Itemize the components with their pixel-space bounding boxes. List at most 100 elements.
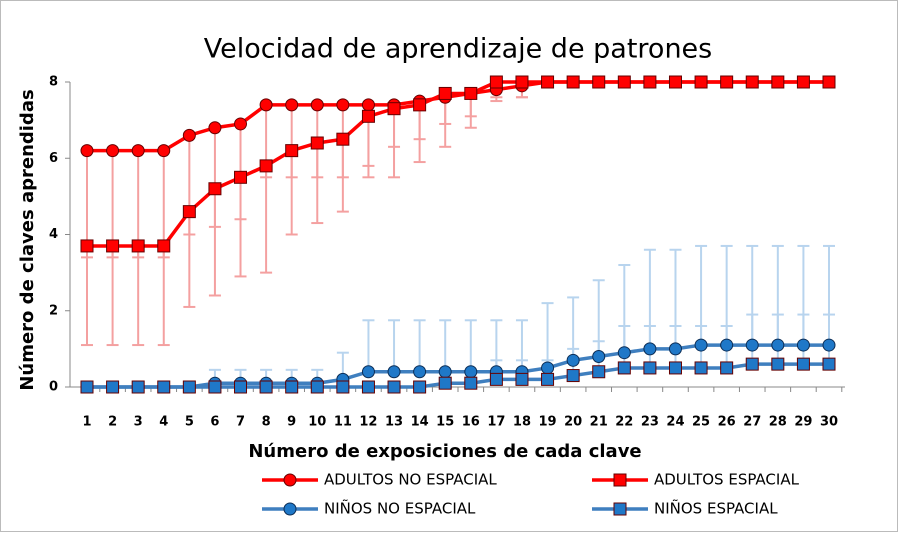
marker — [336, 132, 350, 146]
marker — [464, 86, 478, 100]
marker — [80, 380, 94, 394]
y-tick-label: 0 — [49, 380, 58, 395]
marker — [822, 357, 836, 371]
error-bar — [541, 302, 554, 368]
legend-label: NIÑOS NO ESPACIAL — [324, 499, 476, 518]
error-bar — [413, 104, 426, 164]
marker — [771, 75, 785, 89]
marker — [617, 361, 631, 375]
marker — [694, 338, 708, 352]
x-tick-label: 9 — [287, 415, 296, 430]
marker — [157, 239, 171, 253]
marker — [182, 128, 196, 142]
marker — [361, 98, 375, 112]
marker — [310, 98, 324, 112]
marker — [822, 338, 836, 352]
x-tick-label: 25 — [692, 415, 710, 430]
marker — [668, 342, 682, 356]
marker — [771, 357, 785, 371]
error-bar — [362, 116, 375, 179]
x-tick-label: 5 — [185, 415, 194, 430]
marker — [796, 338, 810, 352]
error-bar — [336, 139, 349, 213]
marker — [182, 380, 196, 394]
error-bar — [260, 165, 273, 274]
marker — [617, 346, 631, 360]
marker — [336, 380, 350, 394]
marker — [234, 170, 248, 184]
marker — [259, 380, 273, 394]
marker — [541, 372, 555, 386]
marker — [208, 380, 222, 394]
marker — [745, 75, 759, 89]
marker — [259, 159, 273, 173]
marker — [208, 121, 222, 135]
x-tick-label: 29 — [794, 415, 812, 430]
marker — [131, 239, 145, 253]
x-tick-label: 30 — [820, 415, 838, 430]
x-tick-label: 15 — [436, 415, 454, 430]
x-tick-label: 13 — [385, 415, 403, 430]
marker — [413, 365, 427, 379]
marker — [822, 75, 836, 89]
legend-marker — [613, 502, 627, 516]
marker — [387, 380, 401, 394]
marker — [643, 342, 657, 356]
marker — [438, 86, 452, 100]
error-bar — [81, 245, 93, 347]
marker — [592, 75, 606, 89]
marker — [592, 350, 606, 363]
x-tick-label: 24 — [666, 415, 684, 430]
marker — [80, 239, 94, 253]
marker — [771, 338, 785, 352]
marker — [157, 144, 171, 158]
legend-marker — [283, 502, 297, 516]
marker — [566, 353, 580, 367]
x-tick-label: 20 — [564, 415, 582, 430]
x-tick-label: 22 — [615, 415, 633, 430]
error-bar — [388, 108, 401, 179]
chart-title: Velocidad de aprendizaje de patrones — [204, 34, 712, 65]
y-tick-label: 4 — [49, 227, 58, 242]
y-tick-label: 2 — [49, 303, 58, 318]
x-tick-label: 2 — [108, 415, 117, 430]
marker — [464, 376, 478, 390]
marker — [694, 75, 708, 89]
marker — [208, 182, 222, 196]
y-tick-label: 8 — [49, 75, 58, 90]
legend-marker — [613, 473, 627, 487]
error-bar — [464, 319, 477, 372]
marker — [285, 98, 299, 112]
x-tick-label: 4 — [159, 415, 168, 430]
marker — [694, 361, 708, 375]
error-bar — [362, 319, 375, 372]
x-tick-label: 17 — [487, 415, 505, 430]
marker — [720, 338, 734, 352]
x-tick-label: 11 — [334, 415, 352, 430]
marker — [515, 75, 529, 89]
marker — [361, 380, 375, 394]
marker — [285, 144, 299, 158]
marker — [285, 380, 299, 394]
marker — [643, 75, 657, 89]
error-bar — [132, 245, 145, 347]
marker — [157, 380, 171, 394]
marker — [336, 98, 350, 112]
marker — [413, 98, 427, 112]
error-bar — [183, 211, 196, 308]
error-bar — [439, 319, 452, 372]
error-bar — [208, 188, 221, 297]
marker — [617, 75, 631, 89]
x-tick-label: 21 — [590, 415, 608, 430]
marker — [668, 75, 682, 89]
marker — [106, 144, 120, 158]
y-tick-label: 6 — [49, 151, 58, 166]
marker — [234, 380, 248, 394]
x-tick-label: 19 — [539, 415, 557, 430]
x-tick-label: 28 — [769, 415, 787, 430]
marker — [361, 365, 375, 379]
marker — [387, 102, 401, 116]
marker — [106, 380, 120, 394]
x-tick-label: 14 — [411, 415, 429, 430]
